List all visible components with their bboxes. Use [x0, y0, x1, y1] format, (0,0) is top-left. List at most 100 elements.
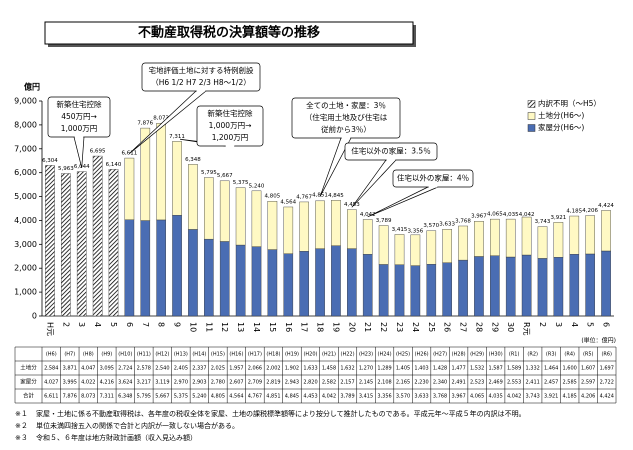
x-tick-label: 22	[379, 322, 388, 332]
bar-segment	[188, 164, 198, 230]
total-label: 7,876	[137, 120, 153, 126]
bar-segment	[521, 216, 532, 256]
bar-segment	[553, 257, 564, 317]
bar-segment	[251, 190, 262, 247]
table-header: (H26)	[415, 352, 429, 358]
y-tick-label: 8,000	[14, 120, 37, 129]
x-tick-label: 27	[459, 322, 468, 332]
bar-segment	[61, 173, 71, 317]
bar-segment	[490, 255, 500, 317]
table-cell: 2,903	[192, 380, 206, 386]
bar-segment	[601, 210, 611, 252]
table-cell: 1,632	[340, 366, 354, 372]
table-header: (H9)	[101, 352, 112, 358]
table-header: (H14)	[192, 352, 206, 358]
x-tick-label: R元	[522, 322, 531, 336]
bar-segment	[505, 218, 516, 258]
bar-segment	[442, 262, 452, 317]
bar-segment	[378, 264, 389, 317]
table-cell: 5,375	[174, 394, 188, 400]
table-cell: 2,457	[544, 380, 558, 386]
table-cell: 1,477	[451, 366, 465, 372]
table-cell: 2,709	[248, 380, 262, 386]
table-cell: 2,491	[451, 380, 465, 386]
bar-segment	[585, 253, 595, 317]
legend-swatch	[527, 112, 536, 120]
table-cell: 4,042	[322, 394, 336, 400]
bar-segment	[156, 219, 166, 317]
annotation: 従前から3％）	[321, 124, 371, 134]
annotation: 新築住宅控除	[208, 108, 253, 118]
bar-segment	[267, 201, 278, 250]
total-label: 4,065	[487, 211, 503, 217]
x-tick-label: 18	[316, 322, 325, 332]
table-cell: 2,582	[322, 380, 336, 386]
note-text: 単位未満四捨五入の関係で合計と内訳が一致しない場合がある。	[36, 421, 239, 430]
table-cell: 7,311	[100, 394, 114, 400]
table-cell: 4,845	[285, 394, 299, 400]
table-cell: 2,970	[174, 380, 188, 386]
table-header: (R1)	[509, 352, 520, 358]
legend-label: 内訳不明（～H5）	[538, 98, 601, 108]
bar-segment	[442, 229, 452, 263]
y-tick-label: 2,000	[14, 264, 37, 273]
bar-segment	[219, 180, 230, 242]
table-cell: 6,348	[118, 394, 132, 400]
bar-segment	[108, 169, 119, 317]
total-label: 4,767	[296, 195, 312, 201]
table-cell: 1,600	[563, 366, 577, 372]
x-tick-label: 24	[411, 322, 420, 332]
table-cell: 3,871	[63, 366, 77, 372]
table-cell: 1,902	[285, 366, 299, 372]
table-cell: 4,424	[600, 394, 614, 400]
x-tick-label: 8	[157, 322, 166, 327]
table-header: (H22)	[341, 352, 355, 358]
x-tick-label: 16	[284, 322, 293, 332]
total-label: 4,042	[519, 212, 535, 218]
x-tick-label: 20	[347, 322, 356, 332]
table-header: (R5)	[583, 352, 594, 358]
bar-segment	[251, 246, 262, 317]
bar-segment	[235, 187, 246, 246]
y-tick-label: 0	[32, 312, 37, 321]
annotation: 1,000万円→	[209, 121, 252, 130]
bar-segment	[553, 222, 564, 258]
total-label: 8,073	[153, 116, 169, 122]
x-tick-label: 4	[93, 322, 102, 327]
table-cell: 3,570	[396, 394, 410, 400]
bar-segment	[490, 218, 500, 256]
table-header: (H23)	[359, 352, 373, 358]
table-cell: 1,270	[359, 366, 373, 372]
total-label: 3,921	[551, 215, 567, 221]
bar-segment	[299, 251, 309, 317]
x-tick-label: 21	[363, 322, 372, 332]
x-tick-label: 10	[188, 322, 197, 332]
total-label: 5,795	[201, 170, 217, 176]
table-cell: 1,403	[414, 366, 428, 372]
x-tick-label: 3	[77, 322, 86, 327]
note-mark: ※３	[15, 434, 28, 442]
table-cell: 4,065	[470, 394, 484, 400]
bar-segment	[331, 245, 341, 317]
table-cell: 1,607	[581, 366, 595, 372]
y-tick-label: 3,000	[14, 240, 37, 249]
total-label: 4,805	[265, 194, 281, 200]
table-cell: 3,415	[359, 394, 373, 400]
bar-segment	[331, 200, 341, 246]
table-cell: 4,453	[303, 394, 317, 400]
bar-segment	[283, 253, 294, 317]
table-cell: 3,921	[544, 394, 558, 400]
annotation: 宅地評価土地に対する特例創設	[149, 65, 254, 75]
total-label: 3,967	[471, 214, 487, 220]
table-cell: 3,356	[377, 394, 391, 400]
annotation: 450万円→	[61, 112, 97, 121]
total-label: 5,667	[217, 173, 233, 179]
table-cell: 2,337	[192, 366, 206, 372]
bar-segment	[474, 221, 484, 257]
table-header: (H27)	[433, 352, 447, 358]
x-tick-label: 29	[490, 322, 499, 332]
table-cell: 1,405	[396, 366, 410, 372]
x-tick-label: 9	[173, 322, 182, 327]
x-tick-label: 3	[554, 322, 563, 327]
total-label: 4,042	[360, 212, 376, 218]
